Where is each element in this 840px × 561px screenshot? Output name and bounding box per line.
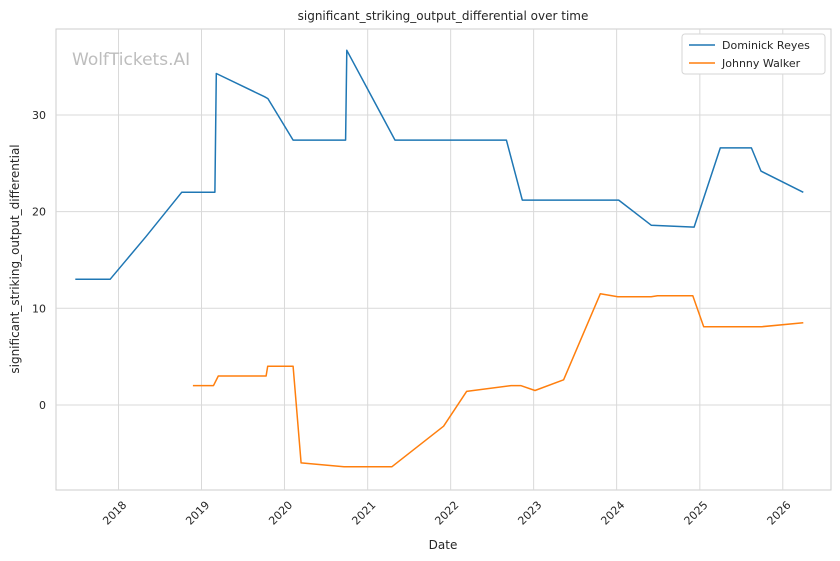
x-tick-label: 2019 bbox=[183, 499, 212, 528]
x-tick-label: 2026 bbox=[765, 499, 794, 528]
legend-label: Dominick Reyes bbox=[722, 39, 810, 52]
y-axis-ticks: 0 10 20 30 bbox=[32, 109, 46, 412]
y-axis-title: significant_striking_output_differential bbox=[8, 144, 22, 373]
x-tick-label: 2025 bbox=[682, 499, 711, 528]
x-axis-ticks: 2018 2019 2020 2021 2022 2023 2024 2025 2026 bbox=[100, 499, 793, 528]
y-tick-label: 30 bbox=[32, 109, 46, 122]
x-axis-title: Date bbox=[429, 538, 458, 552]
x-tick-label: 2022 bbox=[432, 499, 461, 528]
x-tick-label: 2020 bbox=[266, 499, 295, 528]
x-tick-label: 2024 bbox=[598, 499, 627, 528]
y-tick-label: 20 bbox=[32, 206, 46, 219]
plot-area bbox=[55, 28, 832, 491]
chart-title: significant_striking_output_differential… bbox=[298, 9, 589, 23]
grid-lines bbox=[56, 29, 831, 490]
legend-box bbox=[681, 33, 826, 75]
y-tick-label: 0 bbox=[39, 399, 46, 412]
x-tick-label: 2023 bbox=[515, 499, 544, 528]
series-line-johnny-walker bbox=[192, 293, 804, 468]
series-line-dominick-reyes bbox=[75, 49, 804, 281]
legend: Dominick Reyes Johnny Walker bbox=[681, 33, 826, 75]
x-tick-label: 2018 bbox=[100, 499, 129, 528]
legend-label: Johnny Walker bbox=[721, 57, 801, 70]
y-tick-label: 10 bbox=[32, 302, 46, 315]
x-tick-label: 2021 bbox=[349, 499, 378, 528]
series-layer bbox=[75, 49, 804, 468]
watermark: WolfTickets.AI bbox=[72, 50, 190, 70]
